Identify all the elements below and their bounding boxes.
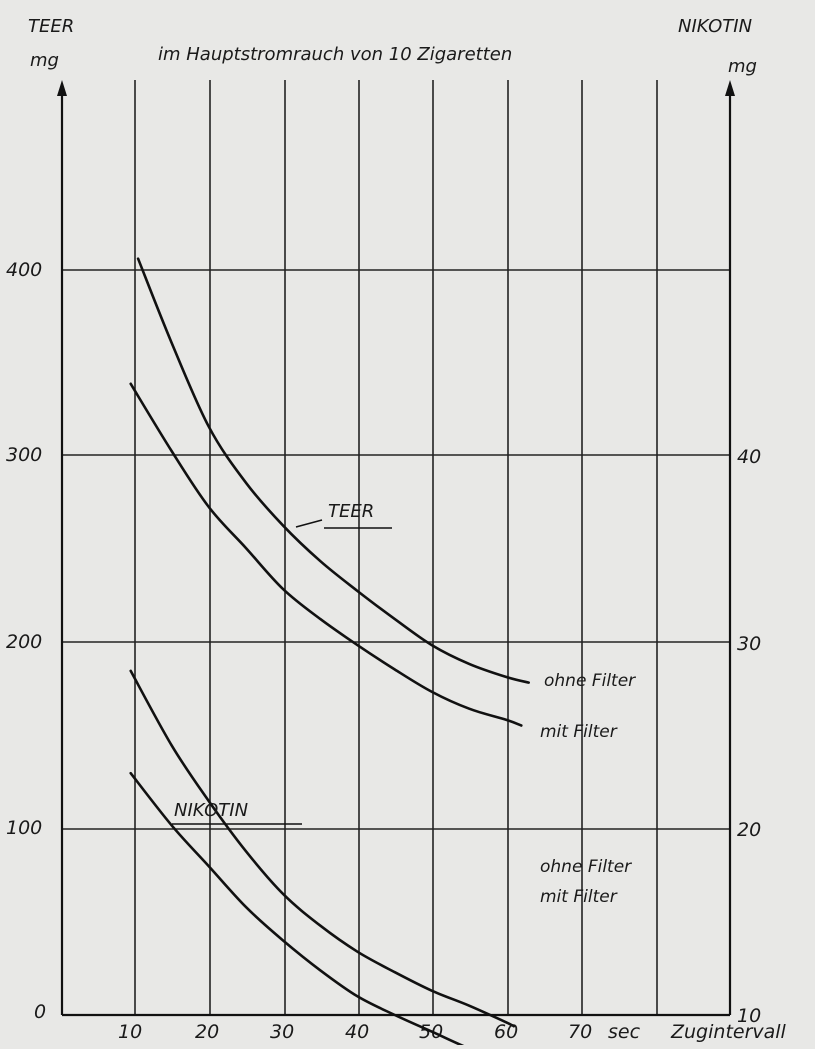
y-right-unit: mg bbox=[728, 56, 757, 77]
teer-annotation-label: TEER bbox=[328, 501, 374, 522]
y-left-tick-label: 100 bbox=[6, 817, 42, 839]
y-right-tick-label: 30 bbox=[737, 633, 761, 655]
series-label-teer-mit: mit Filter bbox=[540, 722, 618, 742]
series-label-nik-ohne: ohne Filter bbox=[540, 857, 632, 877]
x-tick-label: 30 bbox=[270, 1021, 294, 1043]
y-right-label: NIKOTIN bbox=[678, 16, 752, 37]
chart-title: im Hauptstromrauch von 10 Zigaretten bbox=[158, 44, 512, 65]
series-label-teer-ohne: ohne Filter bbox=[544, 671, 636, 691]
y-right-tick-label: 20 bbox=[737, 819, 761, 841]
y-axis-right-arrow bbox=[725, 80, 735, 96]
y-right-tick-labels: 10 20 30 40 bbox=[737, 446, 761, 1027]
nikotin-annotation-label: NIKOTIN bbox=[174, 800, 248, 821]
teer-annotation-pointer bbox=[295, 519, 323, 528]
x-tick-label: 20 bbox=[195, 1021, 219, 1043]
y-left-tick-label: 0 bbox=[34, 1001, 46, 1023]
series-label-nik-mit: mit Filter bbox=[540, 887, 618, 907]
x-tick-label: 70 bbox=[568, 1021, 592, 1043]
series-line-teer-mit-filter bbox=[129, 382, 523, 727]
y-right-tick-label: 10 bbox=[737, 1005, 761, 1027]
x-tick-label: 40 bbox=[345, 1021, 369, 1043]
y-left-tick-labels: 0 100 200 300 400 bbox=[6, 259, 46, 1023]
x-axis-label: Zugintervall bbox=[670, 1021, 787, 1043]
x-tick-label: 10 bbox=[118, 1021, 142, 1043]
y-left-tick-label: 300 bbox=[6, 444, 42, 466]
x-unit: sec bbox=[608, 1021, 641, 1043]
y-left-tick-label: 200 bbox=[6, 631, 42, 653]
y-left-tick-label: 400 bbox=[6, 259, 42, 281]
series-line-nikotin-mit-filter bbox=[129, 771, 475, 1049]
y-left-unit: mg bbox=[30, 50, 59, 71]
series-curves bbox=[129, 257, 530, 1049]
vertical-gridlines bbox=[134, 80, 658, 1015]
x-tick-label: 60 bbox=[494, 1021, 518, 1043]
y-left-label: TEER bbox=[28, 16, 74, 37]
series-line-teer-ohne-filter bbox=[136, 257, 530, 684]
series-line-nikotin-ohne-filter bbox=[129, 669, 516, 1028]
y-right-tick-label: 40 bbox=[737, 446, 761, 468]
y-axis-left-arrow bbox=[57, 80, 67, 96]
horizontal-gridlines bbox=[62, 269, 730, 830]
